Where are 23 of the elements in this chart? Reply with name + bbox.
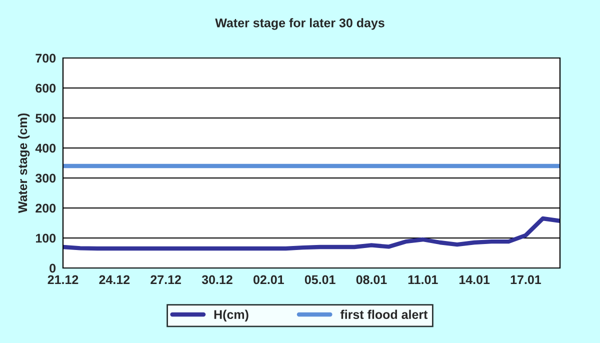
y-tick-label: 600 xyxy=(36,84,56,93)
y-tick-label: 500 xyxy=(36,114,56,123)
y-tick-label: 400 xyxy=(35,144,56,153)
chart-title: Water stage for later 30 days xyxy=(215,18,384,30)
y-tick-label: 200 xyxy=(36,204,56,213)
x-tick-label: 02.01 xyxy=(254,275,284,284)
line-series xyxy=(63,216,560,251)
y-tick-label: 300 xyxy=(35,174,56,183)
legend-label: H(cm) xyxy=(214,310,248,322)
y-tick-label: 0 xyxy=(50,264,56,273)
x-tick-label: 17.01 xyxy=(510,275,542,284)
y-tick-label: 100 xyxy=(36,234,56,243)
y-axis-title: Water stage (cm) xyxy=(18,113,30,214)
legend-label: first flood alert xyxy=(340,310,428,319)
x-tick-label: 27.12 xyxy=(150,275,181,284)
y-tick-label: 700 xyxy=(36,54,56,63)
x-tick-label: 11.01 xyxy=(408,275,438,284)
x-tick-label: 08.01 xyxy=(356,275,387,284)
x-tick-label: 14.01 xyxy=(459,275,490,284)
x-tick-label: 05.01 xyxy=(304,275,336,284)
x-tick-label: 24.12 xyxy=(99,275,130,284)
x-tick-label: 21.12 xyxy=(48,275,78,284)
x-tick-label: 30.12 xyxy=(202,275,232,284)
